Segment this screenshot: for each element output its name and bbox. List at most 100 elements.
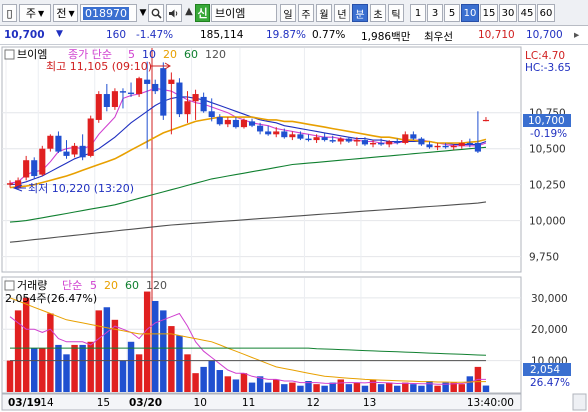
quote-bar: 10,700 ▼ 160 -1.47% 185,114 19.87% 0.77%… [0,26,588,45]
x-tick-label: 12 [306,397,319,409]
candle-body [434,145,441,148]
chevron-down-icon: ▼ [68,8,75,18]
volume-bar [410,384,417,392]
interval-tab-15[interactable]: 15 [480,4,498,22]
view-select[interactable]: 전 ▼ [53,4,78,22]
volume-bar [103,307,111,392]
volume-bar [87,341,94,392]
search-icon[interactable] [148,4,164,22]
interval-tab-10[interactable]: 10 [461,4,479,22]
candle-body [232,119,239,128]
candle-body [248,121,256,126]
candle-body [119,91,127,93]
candle-body [144,79,151,84]
interval-tab-1[interactable]: 1 [410,4,426,22]
price-tag: 10,700 [528,115,565,127]
candle-body [410,134,417,139]
x-tick-label: 13:40:00 [467,397,514,409]
expand-icon[interactable]: ▸ [574,29,580,41]
candle-body [394,141,401,143]
candle-body [160,68,167,116]
code-input[interactable]: 018970 [80,4,137,22]
interval-tab-5[interactable]: 5 [444,4,460,22]
volume-bar [264,382,272,392]
volume-bar [127,341,135,392]
price-tick-label: 10,000 [529,216,566,228]
volume-tick-label: 20,000 [531,324,568,336]
candle-body [426,144,433,148]
stock-name-field[interactable]: 브이엠 [211,4,277,22]
volume-bar [152,300,159,392]
menu-icon[interactable]: ▯ [2,4,17,22]
legend-toggle-icon[interactable] [4,49,15,60]
volume-bar [369,379,377,392]
x-tick-label: 03/20 [129,397,162,409]
volume-bar [329,382,336,392]
volume-bar [353,382,361,392]
volume-bar [402,382,409,392]
period-tab-6[interactable]: 틱 [388,4,404,22]
volume-bar [6,360,14,392]
period-tab-2[interactable]: 월 [316,4,332,22]
x-tick-label: 03/19 [8,397,41,409]
x-tick-label: 15 [97,397,110,409]
candle-body [458,142,465,146]
period-tab-1[interactable]: 주 [298,4,314,22]
candle-body [47,135,54,149]
candle-body [337,138,344,142]
candle-body [31,160,38,177]
volume-bar [442,382,449,392]
volume-legend-toggle-icon[interactable] [4,280,15,291]
candle-body [216,117,223,125]
scroll-button[interactable] [572,393,587,411]
price-tick-label: 10,500 [529,144,566,156]
volume-bar [482,385,490,392]
legend-period-120: 120 [205,48,226,61]
volume-bar [458,384,465,392]
candle-body [71,145,78,155]
candle-body [111,91,118,107]
candle-body [208,111,215,118]
volume-ma-lines [9,297,487,385]
credit-badge: 신 [195,4,210,22]
interval-tab-60[interactable]: 60 [537,4,555,22]
candle-body [305,138,312,141]
market-select[interactable]: 주 ▼ [19,4,51,22]
volume-bar [450,382,457,392]
volume-legend-period-60: 60 [125,279,139,292]
candle-body [265,131,272,135]
volume-bar [273,379,280,392]
market-label: 주 [25,7,36,20]
chart-area[interactable]: 브이엠 종가 단순 5 10 20 60 120 최고 11,105 (09:10) 최… [0,45,588,412]
period-tab-4[interactable]: 분 [352,4,368,22]
volume-bar [385,382,393,392]
interval-tab-3[interactable]: 3 [427,4,443,22]
low-label: 최저 10,220 (13:20) [28,182,134,195]
period-tab-5[interactable]: 초 [370,4,386,22]
interval-tab-30[interactable]: 30 [499,4,517,22]
volume-ma-line [9,297,486,383]
toolbar: ▯ 주 ▼ 전 ▼ 018970 ▼ ▲ 신 브이엠 일 주 월 년 분 초 틱 1 3 5 10 15 3… [0,0,588,26]
candle-body [184,101,191,115]
speaker-icon[interactable] [166,4,182,22]
price-tag-bg [523,114,571,127]
volume-tag-bg [523,363,571,376]
volume-current-label: 2,054주(26.47%) [5,292,97,305]
volume-legend-name: 거래량 [17,279,47,292]
scroll-up-icon[interactable]: ▲ [185,6,193,17]
volume-bar [305,381,312,392]
period-tab-3[interactable]: 년 [334,4,350,22]
candle-body [192,94,199,102]
candle-body [482,119,490,122]
volume-bar [345,384,353,392]
volume-legend-period-120: 120 [146,279,167,292]
x-axis: 03/19 14 15 03/20 10 11 12 13 13:40:00 [8,397,514,409]
volume-bar [256,376,264,392]
period-tab-0[interactable]: 일 [280,4,296,22]
bid-price: 10,700 [526,29,563,41]
volume-bar [63,354,70,392]
ma-line-60 [9,146,487,223]
candle-body [345,138,352,142]
code-dropdown-icon[interactable]: ▼ [139,8,147,18]
interval-tab-45[interactable]: 45 [518,4,536,22]
